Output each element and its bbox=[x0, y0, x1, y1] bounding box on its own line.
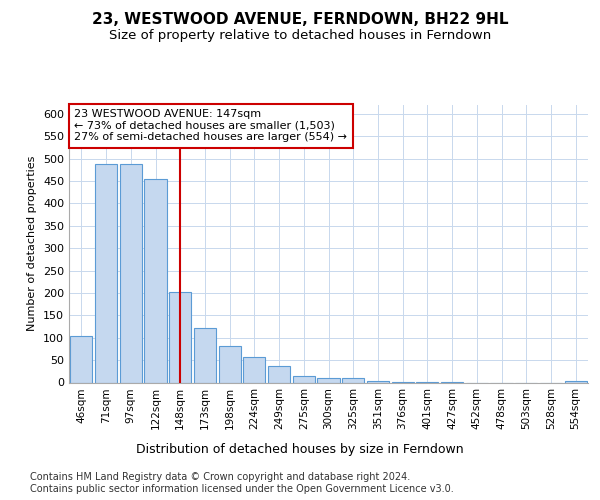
Text: 23 WESTWOOD AVENUE: 147sqm
← 73% of detached houses are smaller (1,503)
27% of s: 23 WESTWOOD AVENUE: 147sqm ← 73% of deta… bbox=[74, 109, 347, 142]
Text: Size of property relative to detached houses in Ferndown: Size of property relative to detached ho… bbox=[109, 29, 491, 42]
Bar bbox=[145, 179, 167, 382]
Bar bbox=[268, 366, 290, 382]
Bar bbox=[70, 336, 92, 382]
Bar bbox=[317, 378, 340, 382]
Bar bbox=[119, 164, 142, 382]
Bar bbox=[95, 164, 117, 382]
Bar bbox=[169, 292, 191, 382]
Bar bbox=[293, 376, 315, 382]
Bar bbox=[243, 357, 265, 382]
Text: Distribution of detached houses by size in Ferndown: Distribution of detached houses by size … bbox=[136, 442, 464, 456]
Text: Contains HM Land Registry data © Crown copyright and database right 2024.: Contains HM Land Registry data © Crown c… bbox=[30, 472, 410, 482]
Bar bbox=[218, 346, 241, 383]
Bar bbox=[565, 380, 587, 382]
Y-axis label: Number of detached properties: Number of detached properties bbox=[28, 156, 37, 332]
Bar bbox=[367, 381, 389, 382]
Text: Contains public sector information licensed under the Open Government Licence v3: Contains public sector information licen… bbox=[30, 484, 454, 494]
Bar bbox=[342, 378, 364, 382]
Bar bbox=[194, 328, 216, 382]
Text: 23, WESTWOOD AVENUE, FERNDOWN, BH22 9HL: 23, WESTWOOD AVENUE, FERNDOWN, BH22 9HL bbox=[92, 12, 508, 28]
